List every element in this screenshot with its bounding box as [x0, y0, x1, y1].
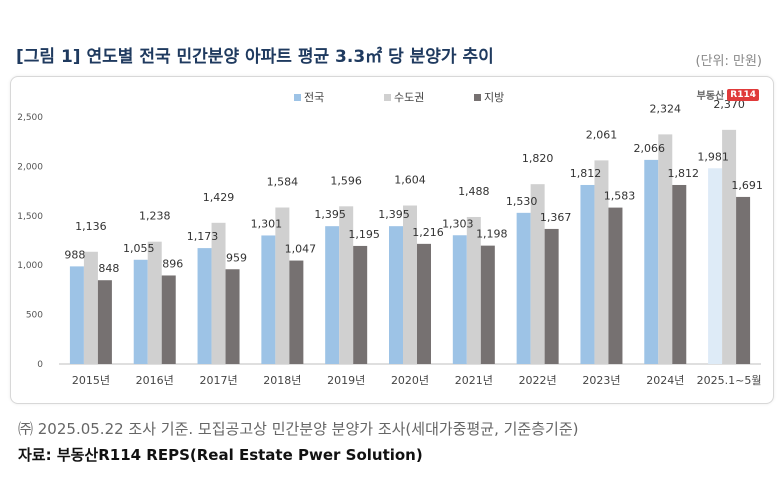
bar-수도권 — [211, 222, 226, 364]
bar-지방 — [544, 228, 559, 364]
bar-지방 — [353, 245, 368, 364]
data-label: 1,173 — [187, 230, 219, 243]
bar-지방 — [608, 207, 623, 364]
bar-수도권 — [722, 129, 737, 364]
chart-panel: 부동산 R114 0 500 1,000 1,500 2,000 2,500 2015년 20… — [10, 76, 774, 404]
data-label: 1,981 — [697, 150, 729, 163]
bar-chart: 0 500 1,000 1,500 2,000 2,500 2015년 2016년 2017년 2… — [17, 91, 763, 387]
data-label: 2,370 — [713, 98, 745, 111]
data-label: 1,136 — [75, 220, 107, 233]
x-tick-label: 2021년 — [455, 374, 493, 387]
data-label: 1,195 — [348, 228, 380, 241]
x-tick-label: 2019년 — [327, 374, 365, 387]
bar-전국 — [516, 212, 531, 364]
data-label: 988 — [64, 248, 85, 261]
bar-전국 — [452, 235, 467, 364]
brand-name: 부동산 — [696, 91, 725, 102]
legend-swatch — [384, 94, 391, 101]
x-tick-label: 2022년 — [519, 374, 557, 387]
bar-전국 — [389, 226, 403, 364]
bar-지방 — [417, 243, 431, 364]
bar-전국 — [69, 266, 84, 364]
data-label: 1,820 — [522, 152, 554, 165]
x-tick-label: 2016년 — [136, 374, 174, 387]
data-label: 896 — [162, 257, 183, 270]
bar-전국 — [708, 168, 723, 364]
bar-수도권 — [530, 184, 545, 364]
x-tick-label: 2025.1~5월 — [697, 374, 762, 387]
data-label: 1,488 — [458, 185, 490, 198]
data-label: 2,324 — [650, 102, 682, 115]
bar-전국 — [261, 235, 276, 364]
unit-label: (단위: 만원) — [695, 54, 763, 69]
y-tick-label: 0 — [37, 360, 43, 370]
legend-swatch — [474, 94, 481, 101]
data-label: 1,584 — [267, 176, 299, 189]
brand-logo: 부동산 R114 — [697, 87, 759, 102]
data-label: 1,583 — [604, 190, 636, 203]
bar-수도권 — [275, 207, 290, 364]
chart-title: [그림 1] 연도별 전국 민간분양 아파트 평균 3.3㎡ 당 분양가 추이 — [16, 47, 494, 67]
data-label: 1,395 — [378, 208, 410, 221]
bar-지방 — [161, 275, 176, 364]
data-label: 2,061 — [586, 128, 618, 141]
bar-지방 — [736, 196, 751, 364]
data-label: 1,303 — [442, 217, 474, 230]
bar-지방 — [672, 184, 687, 364]
data-label: 1,301 — [251, 217, 283, 230]
data-label: 1,812 — [668, 167, 700, 180]
x-tick-label: 2024년 — [646, 374, 684, 387]
footnote: ㈜ 2025.05.22 조사 기준. 모집공고상 민간분양 분양가 조사(세대… — [18, 420, 579, 438]
bar-수도권 — [83, 251, 98, 364]
data-label: 848 — [98, 262, 119, 275]
data-label: 2,066 — [634, 142, 666, 155]
data-label: 1,604 — [394, 174, 426, 187]
brand-badge: R114 — [727, 88, 759, 101]
y-tick-label: 1,500 — [17, 212, 43, 222]
bar-수도권 — [594, 160, 609, 364]
bar-전국 — [133, 259, 148, 364]
bar-전국 — [197, 248, 212, 364]
bar-지방 — [97, 280, 112, 364]
bar-수도권 — [147, 241, 162, 364]
data-label: 1,530 — [506, 195, 538, 208]
legend-label: 지방 — [484, 91, 504, 104]
bar-지방 — [480, 245, 495, 364]
data-label: 1,198 — [476, 228, 508, 241]
data-label: 1,367 — [540, 211, 572, 224]
bar-전국 — [325, 226, 340, 364]
data-label: 1,216 — [412, 226, 444, 239]
x-tick-label: 2020년 — [391, 374, 429, 387]
bar-전국 — [644, 159, 659, 364]
x-tick-label: 2023년 — [582, 374, 620, 387]
data-label: 1,812 — [570, 167, 602, 180]
legend-swatch — [294, 94, 301, 101]
data-label: 1,395 — [314, 208, 346, 221]
data-label: 1,691 — [731, 179, 763, 192]
bar-수도권 — [466, 216, 481, 364]
data-label: 1,055 — [123, 242, 155, 255]
bar-전국 — [580, 184, 595, 364]
y-tick-label: 2,500 — [17, 113, 43, 123]
legend-label: 전국 — [304, 91, 324, 104]
data-label: 1,596 — [330, 174, 362, 187]
y-tick-label: 1,000 — [17, 261, 43, 271]
data-label: 1,238 — [139, 210, 171, 223]
bar-지방 — [225, 269, 240, 364]
y-tick-label: 500 — [26, 311, 43, 321]
bar-수도권 — [658, 134, 673, 364]
x-tick-label: 2015년 — [72, 374, 110, 387]
data-label: 959 — [226, 251, 247, 264]
source-credit: 자료: 부동산R114 REPS(Real Estate Pwer Soluti… — [18, 446, 423, 464]
data-label: 1,429 — [203, 191, 235, 204]
bar-지방 — [289, 260, 304, 364]
data-label: 1,047 — [285, 243, 317, 256]
bar-수도권 — [403, 205, 417, 364]
legend-label: 수도권 — [394, 91, 424, 104]
y-tick-label: 2,000 — [17, 162, 43, 172]
x-tick-label: 2018년 — [263, 374, 301, 387]
x-tick-label: 2017년 — [199, 374, 237, 387]
bar-수도권 — [339, 206, 354, 364]
